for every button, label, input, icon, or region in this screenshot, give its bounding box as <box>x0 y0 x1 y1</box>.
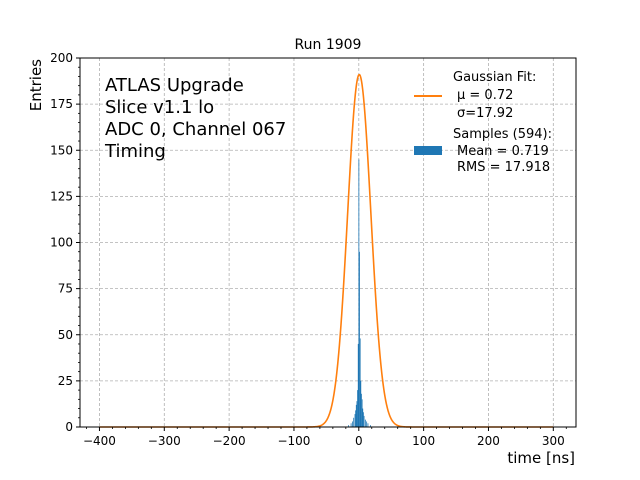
x-tick-label: −200 <box>213 434 246 448</box>
histogram-bar <box>359 338 361 427</box>
y-tick-label: 25 <box>58 374 73 388</box>
y-tick-label: 75 <box>58 282 73 296</box>
y-tick-label: 100 <box>50 236 73 250</box>
histogram-bar <box>362 408 364 427</box>
y-tick-label: 175 <box>50 97 73 111</box>
y-tick-label: 50 <box>58 328 73 342</box>
y-tick-label: 150 <box>50 143 73 157</box>
annotation-line: ATLAS Upgrade <box>105 75 244 96</box>
histogram-bar <box>358 159 360 427</box>
histogram-bar <box>353 417 355 427</box>
histogram-bar <box>350 423 352 427</box>
histogram-bar <box>351 421 353 427</box>
chart-title: Run 1909 <box>295 37 362 53</box>
y-tick-label: 125 <box>50 189 73 203</box>
y-axis-label: Entries <box>27 59 45 111</box>
histogram-bar <box>357 390 358 427</box>
x-tick-label: 0 <box>355 434 363 448</box>
x-tick-label: 100 <box>412 434 435 448</box>
x-tick-label: −100 <box>277 434 310 448</box>
legend-samples-mean: Mean = 0.719 <box>457 144 549 159</box>
histogram-bar <box>361 399 363 427</box>
histogram-bar <box>367 423 369 427</box>
annotation-block: ATLAS Upgrade Slice v1.1 lo ADC 0, Chann… <box>104 75 286 162</box>
legend-fit-mu: μ = 0.72 <box>457 88 513 103</box>
histogram-bar <box>348 425 349 427</box>
x-axis-ticks: −400 −300 −200 −100 0 100 200 300 <box>83 427 567 448</box>
histogram-bar <box>370 425 371 427</box>
histogram-bar <box>354 414 356 427</box>
y-tick-label: 200 <box>50 51 73 65</box>
histogram-bar <box>355 404 357 427</box>
legend-fit-sigma: σ=17.92 <box>457 106 513 121</box>
x-tick-label: 200 <box>477 434 500 448</box>
histogram-bar <box>361 393 362 427</box>
legend-samples-rms: RMS = 17.918 <box>457 160 550 175</box>
legend: Gaussian Fit: μ = 0.72 σ=17.92 Samples (… <box>414 70 552 175</box>
histogram-bar <box>363 412 364 427</box>
x-tick-label: −400 <box>83 434 116 448</box>
histogram-bar <box>363 415 365 427</box>
annotation-line: Timing <box>104 141 166 162</box>
histogram-bar <box>355 410 357 427</box>
annotation-line: ADC 0, Channel 067 <box>105 119 286 140</box>
histogram-bar <box>360 380 362 427</box>
x-tick-label: 300 <box>542 434 565 448</box>
histogram-bar <box>364 419 366 427</box>
annotation-line: Slice v1.1 lo <box>105 97 214 118</box>
histogram-bar <box>359 251 360 427</box>
legend-fit-title: Gaussian Fit: <box>453 70 536 85</box>
legend-samples-title: Samples (594): <box>453 127 552 142</box>
y-axis-ticks: 0 25 50 75 100 125 150 175 200 <box>50 51 80 434</box>
histogram-bars <box>348 159 371 427</box>
x-tick-label: −300 <box>148 434 181 448</box>
y-tick-label: 0 <box>65 420 73 434</box>
legend-samples-swatch <box>414 146 442 155</box>
histogram-bar <box>366 421 368 427</box>
histogram-bar <box>356 401 358 427</box>
x-axis-label: time [ns] <box>507 449 575 467</box>
histogram-bar <box>357 343 359 427</box>
